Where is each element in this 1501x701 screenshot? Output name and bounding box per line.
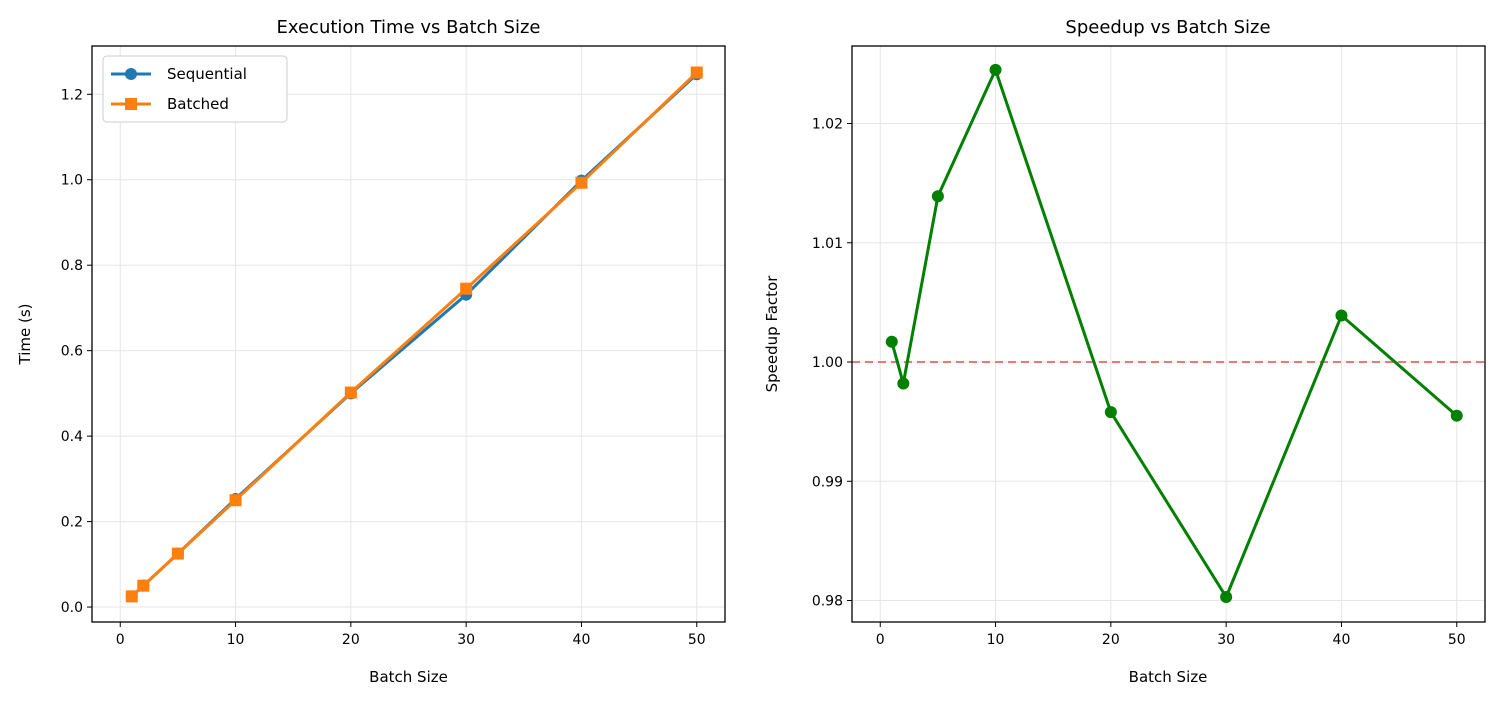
x-tick-label: 10 [227,632,245,648]
data-point [1104,406,1117,419]
y-tick-label: 0.4 [61,429,83,445]
x-tick-label: 40 [1333,632,1351,648]
data-point [989,63,1002,76]
plot-area-0: 0 10 20 30 40 50 0.0 0.2 0.4 0.6 0.8 1.0 1.2 Sequenti… [61,45,726,648]
data-point [897,377,910,390]
x-tick-label: 30 [457,632,475,648]
plot-area-1: 0 10 20 30 40 50 0.98 0.99 1.00 1.01 1.02 [812,45,1486,648]
legend: Sequential Batched [102,55,288,123]
legend-marker [125,98,137,110]
data-point [1335,309,1348,322]
y-axis-label: Time (s) [16,304,34,366]
y-tick-label: 0.8 [61,258,83,274]
x-tick-label: 30 [1217,632,1235,648]
legend-label: Sequential [167,65,247,83]
x-tick-label: 10 [987,632,1005,648]
legend-label: Batched [167,95,229,113]
x-axis-label: Batch Size [1129,668,1208,686]
legend-marker [125,68,137,80]
data-point [885,335,898,348]
data-point [1450,409,1463,422]
y-tick-label: 0.0 [61,600,83,616]
x-tick-label: 50 [1448,632,1466,648]
x-tick-label: 50 [688,632,706,648]
data-point [931,190,944,203]
data-point [575,176,588,189]
y-tick-label: 1.02 [812,117,843,133]
x-tick-label: 0 [116,632,125,648]
panel-title: Execution Time vs Batch Size [277,17,541,38]
y-tick-label: 1.00 [812,355,843,371]
data-point [137,579,150,592]
y-tick-label: 1.01 [812,236,843,252]
y-tick-label: 0.98 [812,594,843,610]
legend-item: Batched [111,95,229,113]
x-tick-label: 40 [573,632,591,648]
data-point [229,494,242,507]
panel-speedup: Speedup vs Batch Size Batch Size Speedup… [763,17,1271,686]
y-axis-label: Speedup Factor [763,275,781,393]
data-point [460,282,473,295]
data-point [1220,590,1233,603]
y-tick-label: 1.2 [61,87,83,103]
axes-frame [91,45,726,623]
y-tick-label: 1.0 [61,173,83,189]
data-point [171,547,184,560]
axes-frame [851,45,1486,623]
series-line-0 [890,68,1458,599]
panel-title: Speedup vs Batch Size [1065,17,1270,38]
x-tick-label: 20 [342,632,360,648]
y-tick-label: 0.99 [812,474,843,490]
x-axis-label: Batch Size [369,668,448,686]
panel-execution-time: Execution Time vs Batch Size Batch Size … [16,17,541,686]
x-tick-label: 0 [876,632,885,648]
y-tick-label: 0.2 [61,515,83,531]
x-tick-label: 20 [1102,632,1120,648]
data-point [344,386,357,399]
data-point [690,66,703,79]
y-tick-label: 0.6 [61,344,83,360]
data-point [125,590,138,603]
legend-item: Sequential [111,65,247,83]
